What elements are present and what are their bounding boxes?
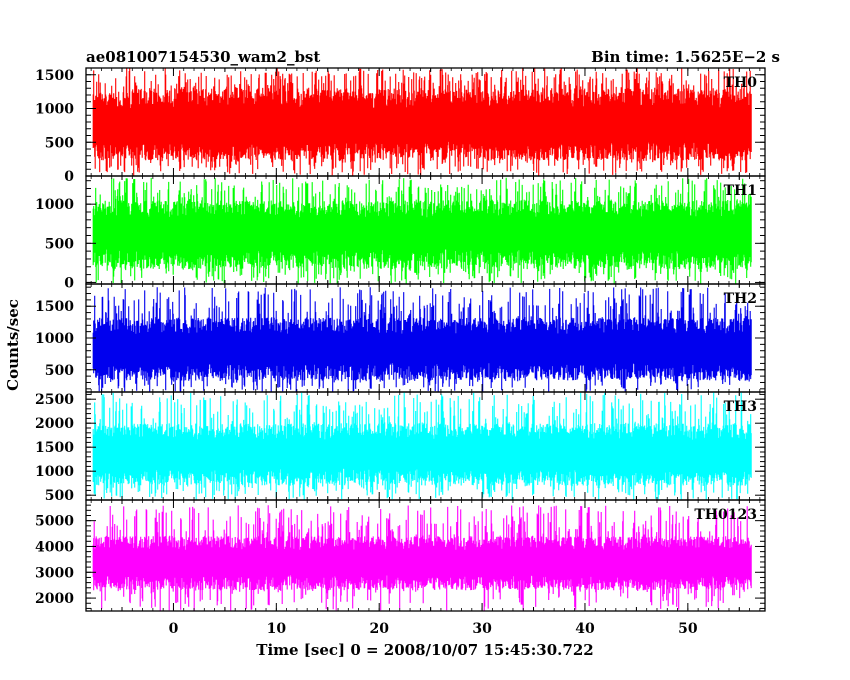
x-tick-label: 40 <box>575 621 595 637</box>
y-axis-label: Counts/sec <box>4 299 22 391</box>
y-tick-label: 2000 <box>35 416 74 432</box>
series-th3 <box>92 392 752 500</box>
panel-frame <box>85 499 766 612</box>
y-tick-label: 1500 <box>35 440 74 456</box>
panel-th3: 500 1000 1500 2000 2500 TH3 <box>35 391 766 504</box>
y-tick-label: 1500 <box>35 68 74 84</box>
x-tick-label: 10 <box>267 621 287 637</box>
y-tick-label: 4000 <box>35 539 74 555</box>
panel-label: TH2 <box>724 291 757 307</box>
y-tick-label: 2000 <box>35 591 74 607</box>
panel-th2: 500 1000 1500 TH2 <box>35 283 766 393</box>
panel-label: TH0123 <box>694 507 757 523</box>
x-axis-label: Time [sec] 0 = 2008/10/07 15:45:30.722 <box>256 641 593 659</box>
x-axis: 0 10 20 30 40 50 <box>169 621 698 637</box>
series-th1 <box>92 177 752 284</box>
y-tick-label: 3000 <box>35 565 74 581</box>
y-tick-label: 1000 <box>35 102 74 118</box>
series-th0123 <box>92 505 752 611</box>
y-tick-label: 500 <box>45 135 74 151</box>
y-tick-label: 1000 <box>35 331 74 347</box>
bin-time-label: Bin time: 1.5625E−2 s <box>591 48 780 66</box>
panel-label: TH1 <box>724 183 757 199</box>
x-tick-label: 20 <box>369 621 389 637</box>
y-tick-label: 500 <box>45 363 74 379</box>
panel-label: TH0 <box>724 75 758 91</box>
x-tick-label: 30 <box>472 621 492 637</box>
series-th2 <box>92 287 752 392</box>
y-tick-label: 2500 <box>35 392 74 408</box>
y-tick-label: 0 <box>64 275 74 291</box>
panel-label: TH3 <box>724 399 757 415</box>
series-th0 <box>92 68 752 176</box>
panel-th0123: 2000 3000 4000 5000 TH0123 <box>35 499 766 612</box>
y-tick-label: 5000 <box>35 514 74 530</box>
y-tick-label: 500 <box>45 236 74 252</box>
x-tick-label: 50 <box>678 621 698 637</box>
x-tick-label: 0 <box>169 621 179 637</box>
panel-th1: 0 500 1000 TH1 <box>35 175 766 291</box>
y-tick-label: 1000 <box>35 464 74 480</box>
panels: 0 500 1000 1500 TH0 0 500 1000 TH1 500 1000 1500 TH2… <box>35 67 766 612</box>
chart-title: ae081007154530_wam2_bst <box>86 48 320 66</box>
y-tick-label: 1000 <box>35 197 74 213</box>
y-tick-label: 0 <box>64 169 74 185</box>
panel-th0: 0 500 1000 1500 TH0 <box>35 67 766 185</box>
y-tick-label: 500 <box>45 488 74 504</box>
y-tick-label: 1500 <box>35 299 74 315</box>
